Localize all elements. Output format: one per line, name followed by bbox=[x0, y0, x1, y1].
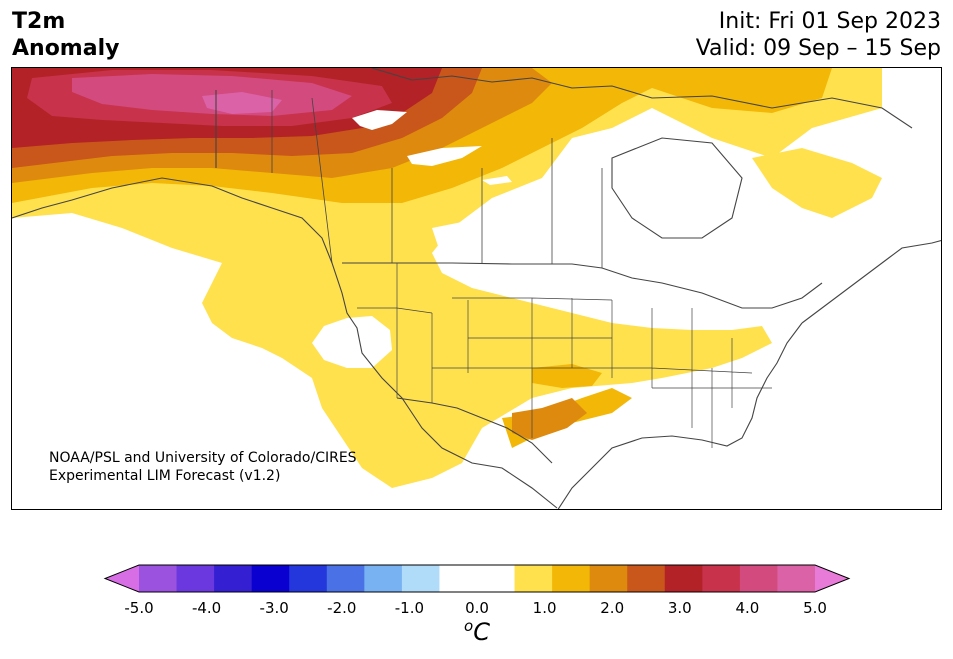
boundaries bbox=[12, 68, 941, 509]
colorbar-segment bbox=[477, 565, 516, 592]
colorbar-segments bbox=[139, 565, 816, 592]
credit-line-2: Experimental LIM Forecast (v1.2) bbox=[49, 468, 281, 484]
colorbar-tick-label: -3.0 bbox=[259, 599, 289, 617]
credit-text: NOAA/PSL and University of Colorado/CIRE… bbox=[49, 449, 357, 485]
colorbar-tick-label: 4.0 bbox=[735, 599, 760, 617]
forecast-dates: Init: Fri 01 Sep 2023 Valid: 09 Sep – 15… bbox=[696, 8, 941, 62]
province-borders bbox=[271, 90, 603, 268]
water-bodies bbox=[352, 110, 752, 509]
state-borders bbox=[357, 263, 772, 448]
map-canvas bbox=[12, 68, 941, 509]
colorbar-segment bbox=[702, 565, 741, 592]
coastline-arctic bbox=[371, 68, 913, 129]
neutral-area-southwest bbox=[312, 316, 392, 368]
colorbar-unit-label: oC bbox=[464, 617, 490, 646]
title-quantity: Anomaly bbox=[12, 36, 120, 61]
colorbar-tick-label: 2.0 bbox=[600, 599, 625, 617]
coastline-west bbox=[12, 177, 558, 509]
colorbar-tick-label: 1.0 bbox=[532, 599, 557, 617]
colorbar-under-arrow bbox=[105, 565, 139, 592]
anomaly-band-pink bbox=[202, 92, 282, 114]
gulf-of-mexico bbox=[572, 440, 742, 509]
colorbar-segment bbox=[289, 565, 328, 592]
colorbar-segment bbox=[589, 565, 628, 592]
colorbar-segment bbox=[326, 565, 365, 592]
lake-great-slave bbox=[407, 146, 482, 166]
init-date: Init: Fri 01 Sep 2023 bbox=[718, 9, 941, 34]
lake-athabasca bbox=[482, 176, 512, 185]
colorbar-segment bbox=[552, 565, 591, 592]
colorbar-segment bbox=[514, 565, 553, 592]
colorbar-tick-label: -4.0 bbox=[191, 599, 222, 617]
valid-range: Valid: 09 Sep – 15 Sep bbox=[695, 36, 941, 61]
great-lakes bbox=[632, 273, 752, 330]
colorbar-segment bbox=[364, 565, 403, 592]
anomaly-patch-gold-texas bbox=[532, 364, 602, 388]
colorbar-segment bbox=[251, 565, 290, 592]
unit-main: C bbox=[473, 618, 490, 646]
colorbar-segment bbox=[176, 565, 215, 592]
colorbar-segment bbox=[627, 565, 666, 592]
colorbar-tick-label: 5.0 bbox=[803, 599, 827, 617]
colorbar-segment bbox=[401, 565, 440, 592]
colorbar-segment bbox=[777, 565, 816, 592]
anomaly-map bbox=[11, 67, 942, 510]
colorbar-tick-label: -1.0 bbox=[394, 599, 425, 617]
unit-superscript: o bbox=[464, 617, 474, 635]
anomaly-patch-northeast bbox=[752, 148, 882, 218]
neutral-area-great-plains bbox=[432, 198, 662, 300]
colorbar-segment bbox=[664, 565, 703, 592]
colorbar-tick-label: 3.0 bbox=[667, 599, 692, 617]
coastline-gulf bbox=[557, 322, 803, 509]
colorbar-tick-label: -5.0 bbox=[124, 599, 154, 617]
anomaly-patch-orange-texas bbox=[512, 398, 587, 440]
coastline-hudson bbox=[611, 137, 743, 239]
colorbar-tick-label: 0.0 bbox=[465, 599, 489, 617]
chart-title: T2m Anomaly bbox=[12, 8, 119, 62]
colorbar-segment bbox=[214, 565, 253, 592]
lake-great-bear bbox=[352, 110, 407, 130]
colorbar bbox=[103, 564, 851, 593]
colorbar-segment bbox=[739, 565, 778, 592]
colorbar-tick-label: -2.0 bbox=[327, 599, 357, 617]
title-variable: T2m bbox=[12, 9, 66, 34]
border-canada-us bbox=[342, 262, 823, 309]
colorbar-outline bbox=[103, 564, 851, 593]
colorbar-segment bbox=[439, 565, 478, 592]
hudson-bay bbox=[612, 138, 742, 238]
coastline-east bbox=[801, 239, 941, 324]
credit-line-1: NOAA/PSL and University of Colorado/CIRE… bbox=[49, 450, 357, 466]
colorbar-segment bbox=[139, 565, 178, 592]
colorbar-over-arrow bbox=[815, 565, 849, 592]
